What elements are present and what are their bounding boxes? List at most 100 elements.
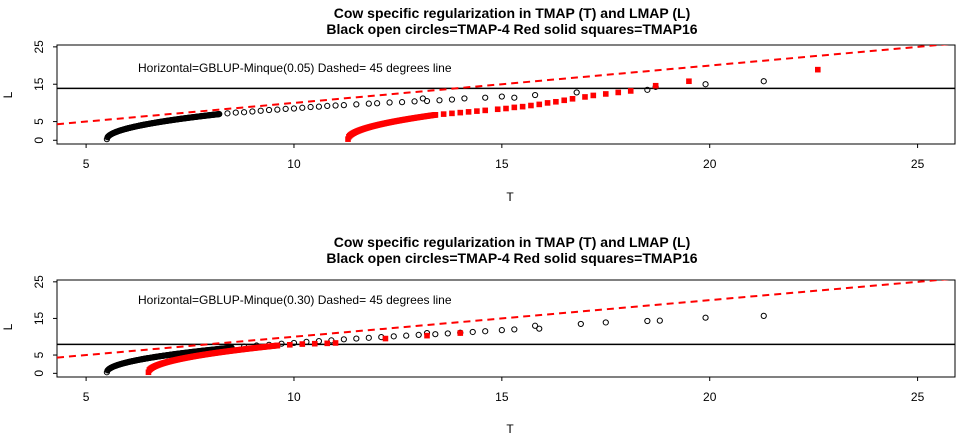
data-point-tmap4 bbox=[498, 327, 505, 334]
data-point-tmap4 bbox=[656, 317, 663, 324]
data-point-tmap4 bbox=[386, 99, 393, 106]
data-point-tmap16 bbox=[382, 335, 389, 342]
x-tick-label: 5 bbox=[83, 157, 90, 171]
data-point-tmap4 bbox=[498, 93, 505, 100]
x-tick-label: 10 bbox=[287, 390, 301, 404]
x-tick-label: 10 bbox=[287, 157, 301, 171]
plot-area bbox=[57, 45, 955, 143]
y-tick-label: 15 bbox=[32, 77, 46, 91]
data-point-tmap16 bbox=[332, 340, 339, 346]
data-point-tmap4 bbox=[411, 98, 418, 105]
data-point-tmap4 bbox=[432, 331, 439, 338]
data-point-tmap4 bbox=[511, 94, 518, 101]
data-point-tmap16 bbox=[544, 100, 551, 106]
data-point-tmap4 bbox=[257, 107, 264, 114]
data-point-tmap4 bbox=[290, 105, 298, 112]
data-point-tmap4 bbox=[415, 331, 422, 339]
x-tick-label: 25 bbox=[911, 390, 925, 404]
data-point-tmap4 bbox=[482, 94, 489, 101]
data-point-tmap16 bbox=[311, 340, 318, 347]
data-point-tmap4 bbox=[299, 104, 306, 111]
data-point-tmap4 bbox=[224, 110, 231, 117]
data-point-tmap4 bbox=[324, 102, 331, 109]
chart-title-line1: Cow specific regularization in TMAP (T) … bbox=[334, 5, 691, 21]
y-tick-label: 5 bbox=[32, 118, 46, 125]
plot-area bbox=[57, 280, 955, 376]
plot-frame bbox=[56, 279, 956, 378]
data-point-tmap4 bbox=[536, 325, 543, 332]
data-point-tmap4 bbox=[265, 106, 273, 114]
legend-annotation: Horizontal=GBLUP-Minque(0.30) Dashed= 45… bbox=[138, 293, 452, 307]
data-point-tmap4 bbox=[282, 105, 289, 112]
data-point-tmap16 bbox=[602, 91, 609, 97]
data-point-tmap4 bbox=[444, 330, 451, 337]
y-tick-label: 0 bbox=[32, 370, 46, 377]
data-point-tmap4 bbox=[374, 100, 381, 107]
chart-title-line2: Black open circles=TMAP-4 Red solid squa… bbox=[326, 250, 697, 266]
data-point-tmap4 bbox=[390, 333, 397, 340]
x-tick-label: 15 bbox=[495, 390, 509, 404]
chart-title-line2: Black open circles=TMAP-4 Red solid squa… bbox=[326, 21, 697, 37]
y-tick-label: 0 bbox=[32, 137, 46, 144]
data-point-tmap4 bbox=[602, 319, 609, 326]
data-point-tmap4 bbox=[365, 100, 372, 107]
legend-annotation: Horizontal=GBLUP-Minque(0.05) Dashed= 45… bbox=[138, 61, 452, 75]
data-point-tmap4 bbox=[340, 102, 347, 109]
data-point-tmap16 bbox=[274, 342, 281, 349]
x-tick-label: 20 bbox=[703, 157, 717, 171]
data-point-tmap4 bbox=[482, 328, 489, 335]
data-point-tmap16 bbox=[652, 82, 659, 89]
data-point-tmap4 bbox=[353, 335, 360, 342]
data-point-tmap16 bbox=[299, 341, 306, 347]
y-tick-label: 25 bbox=[32, 275, 46, 289]
data-point-tmap16 bbox=[569, 95, 576, 102]
data-point-tmap4 bbox=[436, 97, 443, 104]
data-point-tmap4 bbox=[232, 109, 239, 116]
data-point-tmap4 bbox=[423, 97, 431, 105]
data-point-tmap16 bbox=[815, 66, 821, 73]
data-point-tmap16 bbox=[582, 94, 588, 100]
x-tick-label: 15 bbox=[495, 157, 509, 171]
x-tick-label: 5 bbox=[83, 390, 90, 404]
data-point-tmap4 bbox=[274, 106, 281, 113]
data-point-tmap4 bbox=[469, 328, 476, 336]
data-point-tmap16 bbox=[449, 110, 455, 117]
data-point-tmap4 bbox=[448, 96, 456, 103]
data-point-tmap4 bbox=[644, 86, 651, 93]
data-point-tmap4 bbox=[573, 89, 580, 96]
data-point-tmap16 bbox=[503, 105, 509, 112]
data-point-tmap16 bbox=[465, 109, 472, 115]
data-point-tmap4 bbox=[760, 78, 767, 85]
data-point-tmap16 bbox=[324, 340, 331, 347]
data-point-tmap4 bbox=[307, 103, 314, 111]
diagonal-dashed-line bbox=[57, 280, 950, 359]
data-point-tmap16 bbox=[561, 97, 568, 104]
data-point-tmap4 bbox=[702, 314, 709, 321]
data-point-tmap16 bbox=[457, 109, 464, 116]
top-chart-panel: Cow specific regularization in TMAP (T) … bbox=[1, 5, 956, 204]
data-point-tmap4 bbox=[511, 326, 518, 333]
data-point-tmap16 bbox=[482, 107, 489, 114]
chart-title-line1: Cow specific regularization in TMAP (T) … bbox=[334, 234, 691, 250]
data-point-tmap16 bbox=[287, 341, 293, 348]
data-point-tmap4 bbox=[332, 102, 339, 109]
data-point-tmap4 bbox=[760, 312, 767, 319]
data-point-tmap16 bbox=[686, 78, 692, 85]
y-tick-label: 15 bbox=[32, 311, 46, 325]
data-point-tmap4 bbox=[532, 91, 539, 99]
data-point-tmap16 bbox=[424, 332, 430, 339]
data-point-tmap4 bbox=[398, 99, 406, 106]
data-point-tmap4 bbox=[340, 336, 347, 343]
y-tick-label: 25 bbox=[32, 40, 46, 54]
data-point-tmap16 bbox=[511, 104, 518, 111]
data-point-tmap16 bbox=[528, 102, 534, 109]
data-point-tmap4 bbox=[461, 95, 468, 102]
data-point-tmap4 bbox=[216, 111, 223, 118]
y-axis-label: L bbox=[1, 323, 15, 330]
data-point-tmap16 bbox=[457, 330, 464, 336]
data-point-tmap16 bbox=[536, 101, 543, 108]
data-point-tmap4 bbox=[403, 332, 410, 339]
y-axis-label: L bbox=[1, 91, 15, 98]
data-point-tmap16 bbox=[440, 111, 447, 117]
